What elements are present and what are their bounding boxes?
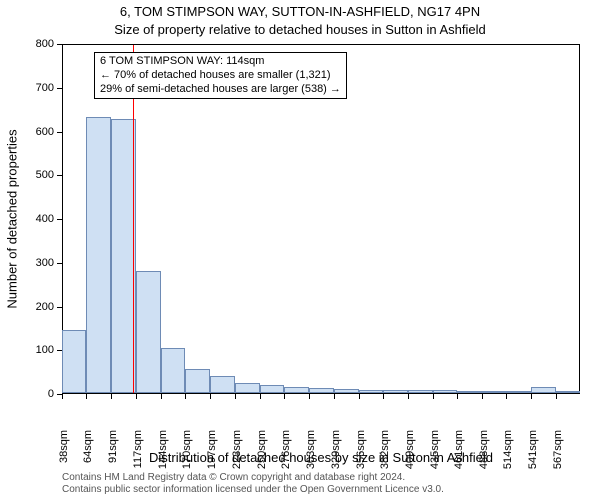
histogram-bar bbox=[506, 391, 531, 393]
y-axis-label: Number of detached properties bbox=[5, 129, 20, 308]
histogram-bar bbox=[136, 271, 161, 393]
histogram-bar bbox=[556, 391, 580, 393]
x-tick-mark bbox=[482, 394, 483, 399]
x-tick-mark bbox=[556, 394, 557, 399]
footer-attribution: Contains HM Land Registry data © Crown c… bbox=[62, 472, 580, 496]
histogram-bar bbox=[334, 389, 359, 393]
histogram-bar bbox=[86, 117, 111, 394]
histogram-bar bbox=[433, 390, 457, 393]
x-tick-mark bbox=[235, 394, 236, 399]
x-tick-mark bbox=[136, 394, 137, 399]
y-tick-mark bbox=[57, 175, 62, 176]
y-tick-mark bbox=[57, 88, 62, 89]
histogram-bar bbox=[210, 376, 234, 394]
y-tick-mark bbox=[57, 307, 62, 308]
x-tick-mark bbox=[408, 394, 409, 399]
x-tick-mark bbox=[185, 394, 186, 399]
chart-subtitle: Size of property relative to detached ho… bbox=[0, 22, 600, 37]
x-tick-mark bbox=[161, 394, 162, 399]
chart-stage: 6, TOM STIMPSON WAY, SUTTON-IN-ASHFIELD,… bbox=[0, 0, 600, 500]
histogram-bar bbox=[284, 387, 309, 393]
plot-area: 010020030040050060070080038sqm64sqm91sqm… bbox=[62, 44, 580, 394]
x-axis-label: Distribution of detached houses by size … bbox=[62, 450, 580, 465]
annotation-box: 6 TOM STIMPSON WAY: 114sqm← 70% of detac… bbox=[94, 52, 347, 99]
x-tick-mark bbox=[506, 394, 507, 399]
histogram-bar bbox=[309, 388, 333, 393]
x-tick-mark bbox=[383, 394, 384, 399]
x-tick-mark bbox=[531, 394, 532, 399]
histogram-bar bbox=[482, 391, 506, 393]
x-tick-mark bbox=[111, 394, 112, 399]
x-tick-mark bbox=[359, 394, 360, 399]
histogram-bar bbox=[531, 387, 555, 393]
histogram-bar bbox=[62, 330, 86, 393]
x-tick-mark bbox=[62, 394, 63, 399]
chart-title: 6, TOM STIMPSON WAY, SUTTON-IN-ASHFIELD,… bbox=[0, 4, 600, 19]
histogram-bar bbox=[359, 390, 383, 394]
annotation-line-1: 6 TOM STIMPSON WAY: 114sqm bbox=[100, 55, 341, 69]
footer-line-1: Contains HM Land Registry data © Crown c… bbox=[62, 472, 580, 484]
x-tick-mark bbox=[86, 394, 87, 399]
y-tick-mark bbox=[57, 263, 62, 264]
histogram-bar bbox=[408, 390, 432, 394]
histogram-bar bbox=[383, 390, 408, 393]
x-tick-mark bbox=[433, 394, 434, 399]
y-tick-mark bbox=[57, 44, 62, 45]
x-tick-mark bbox=[210, 394, 211, 399]
x-tick-mark bbox=[309, 394, 310, 399]
y-tick-mark bbox=[57, 219, 62, 220]
footer-line-2: Contains public sector information licen… bbox=[62, 484, 580, 496]
annotation-line-2: ← 70% of detached houses are smaller (1,… bbox=[100, 69, 341, 83]
y-tick-mark bbox=[57, 132, 62, 133]
x-tick-mark bbox=[284, 394, 285, 399]
histogram-bar bbox=[185, 369, 210, 393]
histogram-bar bbox=[235, 383, 260, 394]
x-tick-mark bbox=[260, 394, 261, 399]
x-tick-mark bbox=[334, 394, 335, 399]
x-tick-mark bbox=[457, 394, 458, 399]
histogram-bar bbox=[457, 391, 482, 393]
histogram-bar bbox=[161, 348, 185, 394]
annotation-line-3: 29% of semi-detached houses are larger (… bbox=[100, 83, 341, 97]
histogram-bar bbox=[260, 385, 284, 393]
